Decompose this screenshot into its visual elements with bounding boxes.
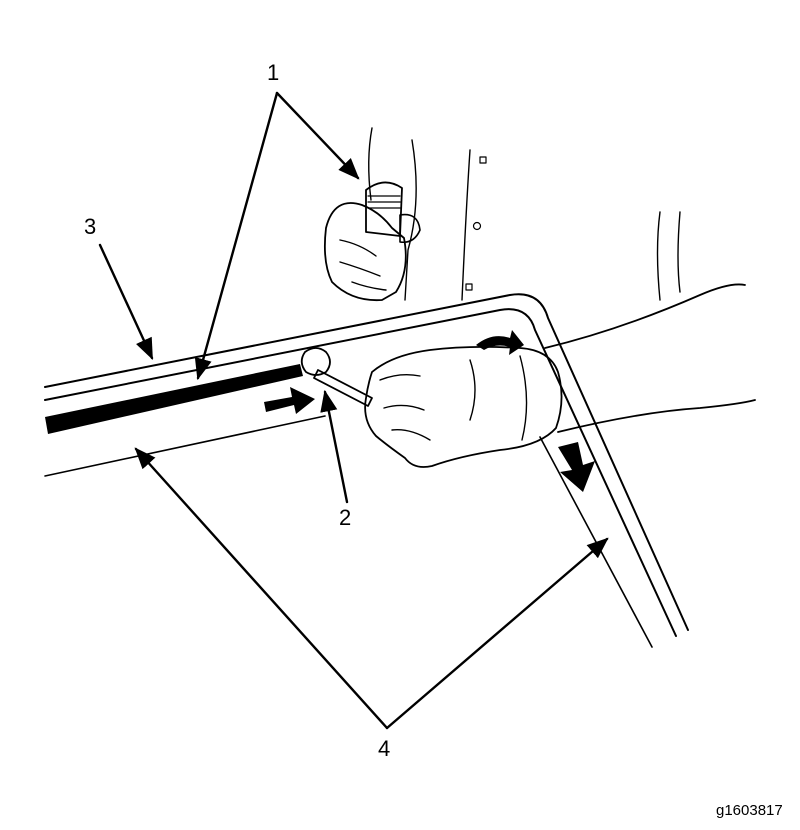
applicator bbox=[300, 347, 373, 407]
leader-4b bbox=[385, 537, 609, 730]
window-frame bbox=[44, 293, 689, 648]
door-panel-lines bbox=[368, 127, 681, 301]
leader-2 bbox=[320, 389, 349, 504]
callout-4: 4 bbox=[378, 736, 391, 761]
leader-1b bbox=[194, 91, 279, 381]
callout-1: 1 bbox=[267, 60, 280, 85]
leader-4a bbox=[134, 447, 389, 730]
gloved-hand bbox=[364, 283, 756, 468]
callout-3: 3 bbox=[84, 214, 97, 239]
bottle-hand bbox=[323, 181, 421, 302]
callout-2: 2 bbox=[339, 505, 352, 530]
seal-strip bbox=[45, 364, 303, 434]
leader-1a bbox=[275, 91, 360, 180]
direction-arrows bbox=[264, 330, 595, 492]
leader-lines bbox=[98, 91, 609, 730]
figure-id: g1603817 bbox=[716, 802, 783, 819]
leader-3 bbox=[98, 243, 154, 360]
